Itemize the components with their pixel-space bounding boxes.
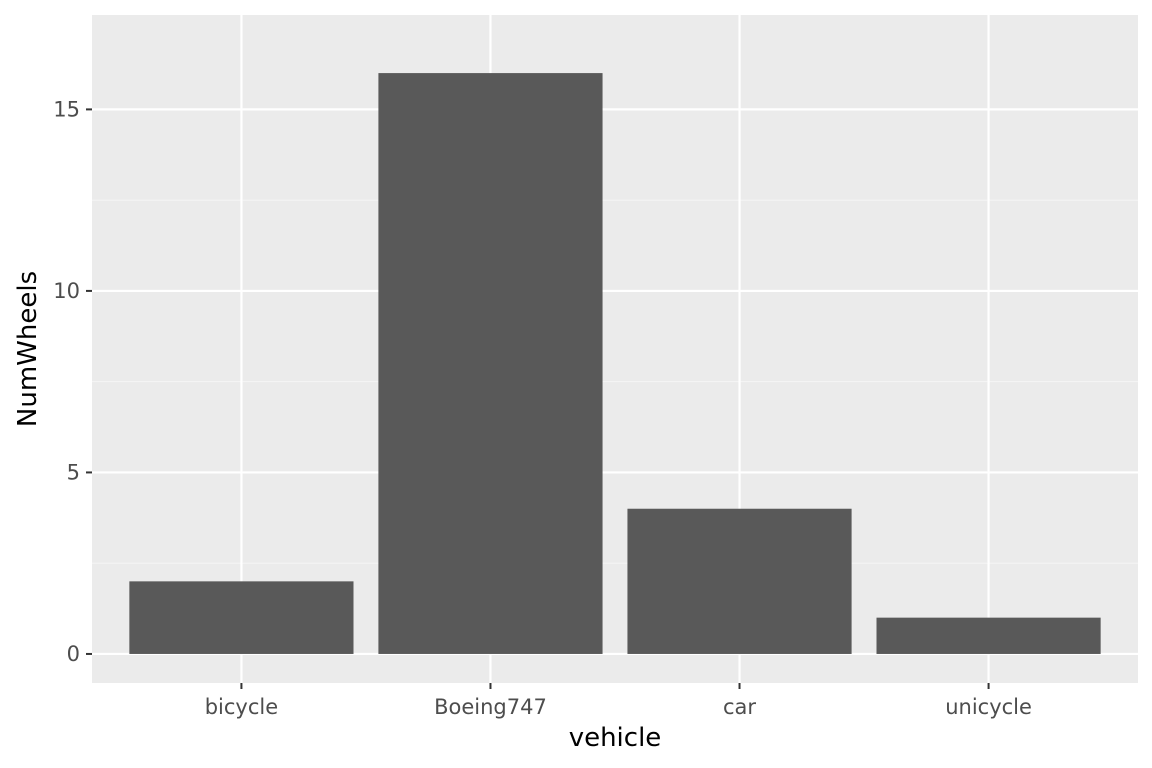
y-axis-title: NumWheels (13, 271, 43, 427)
y-tick-label: 10 (53, 279, 80, 303)
y-tick-label: 0 (67, 642, 80, 666)
bar-car (627, 508, 852, 654)
x-axis-title: vehicle (569, 723, 662, 753)
y-tick-label: 15 (53, 97, 80, 121)
x-tick-label: unicycle (945, 695, 1032, 719)
x-tick-label: car (723, 695, 756, 719)
bars (129, 73, 1101, 654)
x-tick-label: Boeing747 (434, 695, 547, 719)
plot-panel (92, 15, 1138, 683)
bar-unicycle (876, 617, 1101, 654)
bar-boeing747 (378, 73, 603, 654)
minor-gridlines (92, 199, 1138, 564)
y-axis: 0 5 10 15 (53, 97, 92, 666)
x-axis: bicycle Boeing747 car unicycle (205, 683, 1032, 719)
x-tick-label: bicycle (205, 695, 278, 719)
y-tick-label: 5 (67, 460, 80, 484)
bar-bicycle (129, 581, 354, 654)
